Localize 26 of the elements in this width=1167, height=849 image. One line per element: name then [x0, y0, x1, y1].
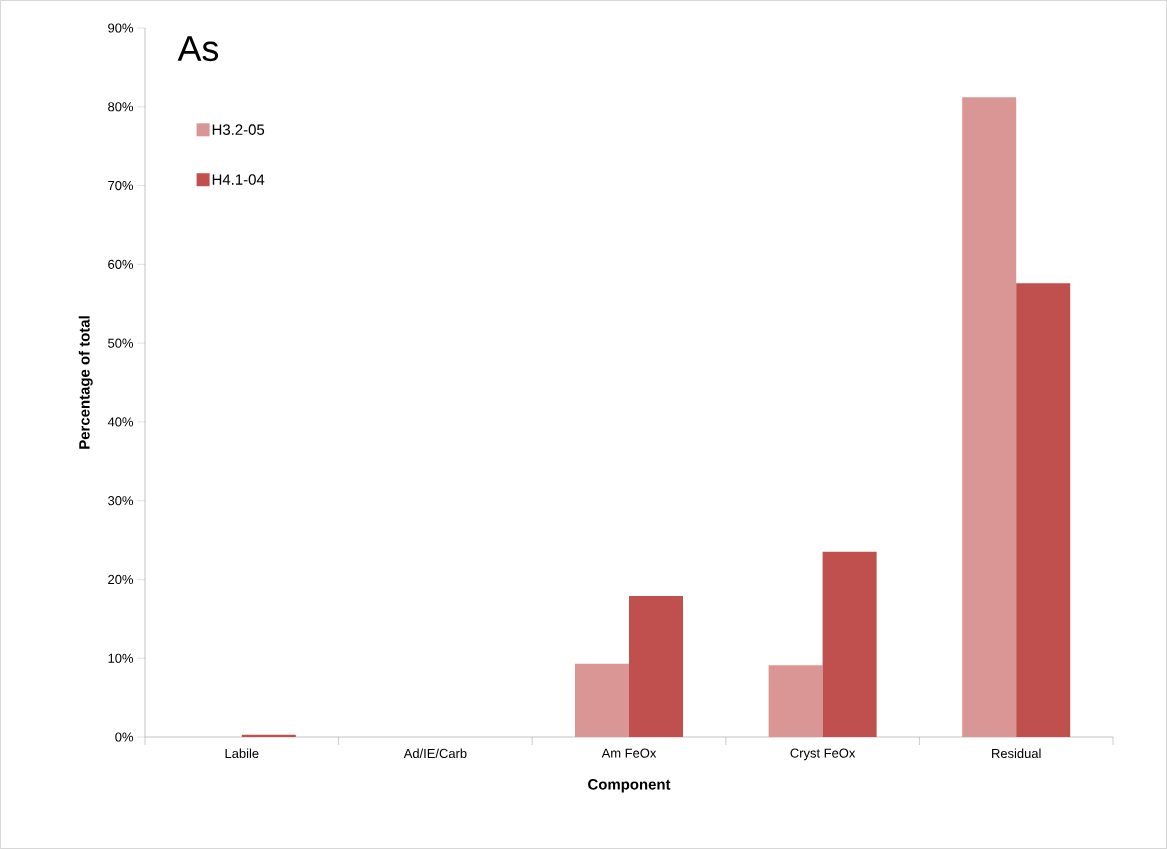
- bar: [822, 551, 877, 737]
- y-tick-label: 90%: [108, 23, 134, 33]
- legend-label: H4.1-04: [212, 174, 265, 185]
- x-tick-label: Ad/IE/Carb: [403, 748, 467, 759]
- y-tick-label: 0%: [115, 732, 134, 742]
- chart-title: As: [177, 36, 219, 62]
- y-tick-label: 80%: [108, 102, 134, 112]
- bar: [1016, 283, 1071, 737]
- bar: [629, 595, 684, 737]
- y-tick-label: 50%: [108, 338, 134, 348]
- x-axis-title: Component: [588, 779, 671, 793]
- x-tick-label: Cryst FeOx: [790, 748, 856, 761]
- legend-label: H3.2-05: [212, 124, 265, 135]
- x-tick-label: Am FeOx: [601, 748, 657, 758]
- bar: [962, 97, 1017, 737]
- y-tick-label: 60%: [108, 259, 134, 269]
- y-tick-label: 20%: [108, 574, 134, 585]
- y-tick-label: 70%: [108, 180, 134, 191]
- bar: [575, 663, 629, 737]
- y-axis-title: Percentage of total: [78, 316, 93, 449]
- x-tick-label: Labile: [225, 748, 259, 759]
- y-tick-label: 40%: [107, 417, 134, 427]
- y-tick-label: 10%: [108, 653, 134, 663]
- x-tick-label: Residual: [992, 748, 1041, 759]
- y-tick-label: 30%: [108, 496, 134, 506]
- bar: [768, 665, 823, 737]
